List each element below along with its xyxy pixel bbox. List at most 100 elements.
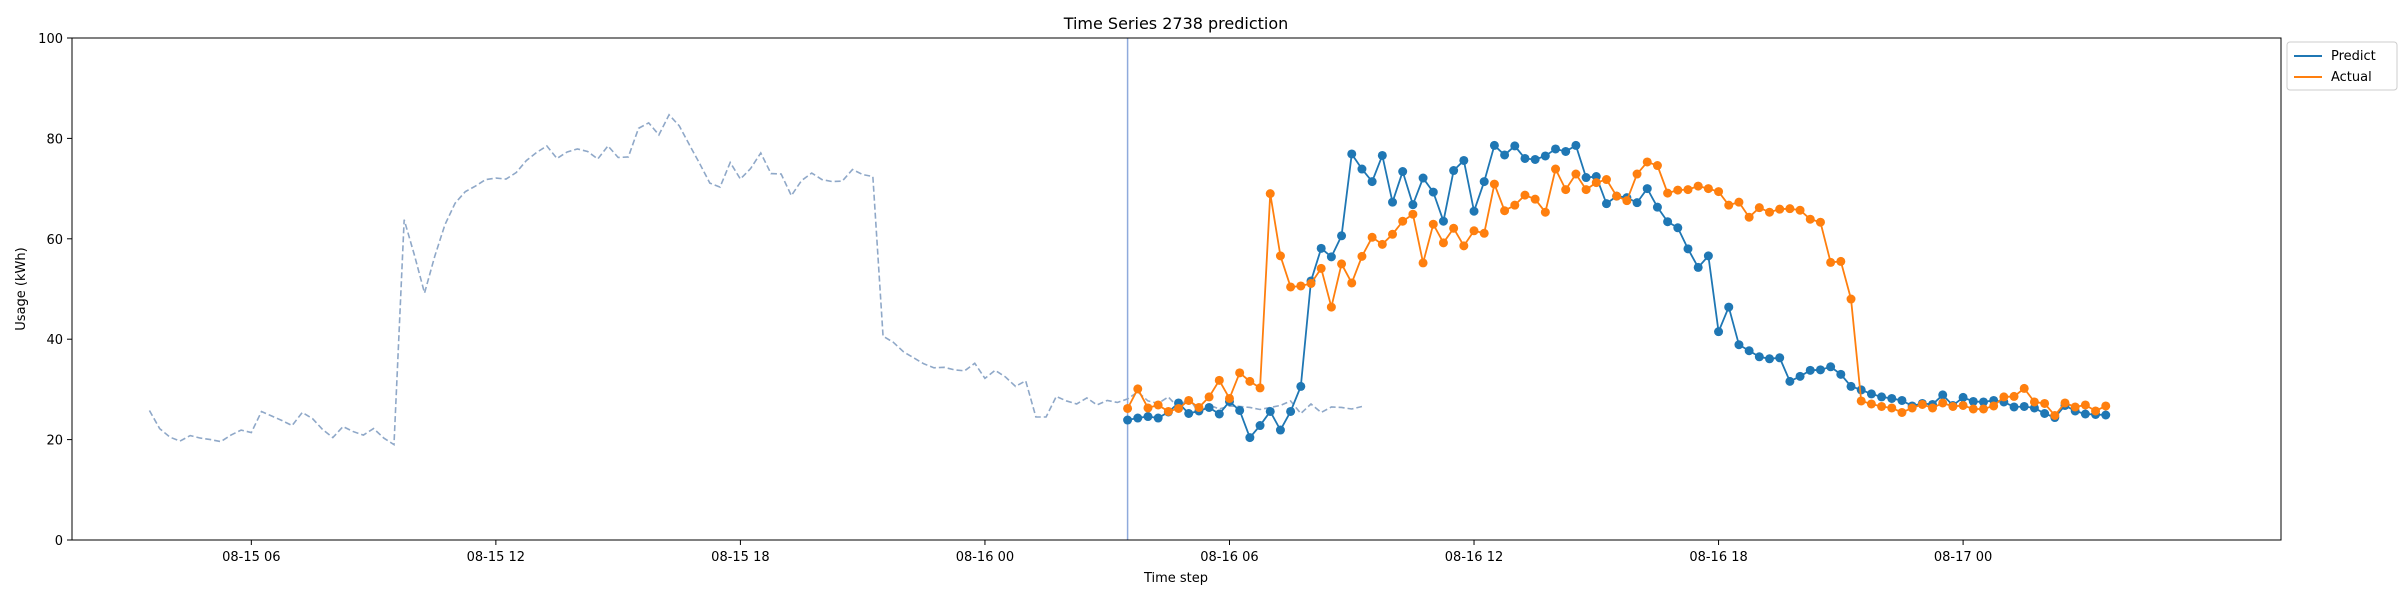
point-predict <box>1652 202 1662 212</box>
point-predict <box>1968 396 1978 406</box>
point-actual <box>1551 164 1561 174</box>
point-actual <box>1367 232 1377 242</box>
point-predict <box>1551 144 1561 154</box>
plot-frame <box>71 37 2282 541</box>
point-actual <box>1235 368 1245 378</box>
legend: Predict Actual <box>2286 41 2398 91</box>
point-predict <box>2019 401 2029 411</box>
point-actual <box>1388 229 1398 239</box>
point-actual <box>1286 282 1296 292</box>
point-actual <box>1734 197 1744 207</box>
series-layer <box>1123 140 2111 443</box>
point-actual <box>1989 401 1999 411</box>
point-actual <box>1571 169 1581 179</box>
point-predict <box>1887 393 1897 403</box>
point-actual <box>1938 398 1948 408</box>
point-predict <box>1765 354 1775 364</box>
point-actual <box>1765 207 1775 217</box>
point-predict <box>2080 409 2090 419</box>
point-predict <box>1826 362 1836 372</box>
point-actual <box>1245 376 1255 386</box>
point-actual <box>1897 407 1907 417</box>
x-axis-label: Time step <box>1143 571 1208 586</box>
point-predict <box>2009 402 2019 412</box>
point-predict <box>1530 154 1540 164</box>
point-predict <box>1754 352 1764 362</box>
point-actual <box>1398 216 1408 226</box>
point-predict <box>1775 353 1785 363</box>
point-predict <box>1520 153 1530 163</box>
point-predict <box>1785 376 1795 386</box>
point-actual <box>1143 403 1153 413</box>
point-actual <box>1815 217 1825 227</box>
legend-label-predict: Predict <box>2331 49 2376 64</box>
point-predict <box>1398 167 1408 177</box>
point-actual <box>1357 251 1367 261</box>
point-actual <box>1714 187 1724 197</box>
point-actual <box>1153 400 1163 410</box>
point-predict <box>1245 433 1255 443</box>
point-actual <box>1306 278 1316 288</box>
point-predict <box>1296 381 1306 391</box>
point-actual <box>1612 191 1622 201</box>
point-predict <box>1214 409 1224 419</box>
point-actual <box>1347 278 1357 288</box>
point-actual <box>1795 205 1805 215</box>
x-tick-label: 08-16 00 <box>956 550 1014 565</box>
point-predict <box>1265 406 1275 416</box>
point-actual <box>1255 383 1265 393</box>
point-actual <box>1846 294 1856 304</box>
x-tick-label: 08-15 18 <box>711 550 769 565</box>
point-predict <box>1571 140 1581 150</box>
point-actual <box>1530 194 1540 204</box>
series-actual <box>1123 157 2111 420</box>
point-actual <box>1163 406 1173 416</box>
point-actual <box>1500 206 1510 216</box>
point-predict <box>1683 244 1693 254</box>
point-actual <box>1775 204 1785 214</box>
point-actual <box>1877 401 1887 411</box>
point-predict <box>1815 365 1825 375</box>
point-predict <box>1377 150 1387 160</box>
axis-layer: 0 20 40 60 80 100 08-15 06 08-15 12 08-15 18 08-1… <box>38 32 1992 565</box>
y-tick-label: 40 <box>46 333 63 348</box>
point-actual <box>1377 239 1387 249</box>
point-actual <box>1184 395 1194 405</box>
point-predict <box>1235 405 1245 415</box>
point-predict <box>1469 206 1479 216</box>
point-actual <box>2050 411 2060 420</box>
point-actual <box>1204 392 1214 402</box>
point-predict <box>1123 415 1133 425</box>
point-actual <box>2101 401 2111 411</box>
point-predict <box>1326 252 1336 262</box>
point-predict <box>1897 395 1907 405</box>
point-predict <box>1703 251 1713 261</box>
point-predict <box>1418 173 1428 183</box>
point-actual <box>1408 209 1418 219</box>
x-tick-label: 08-15 12 <box>467 550 525 565</box>
point-predict <box>1724 302 1734 312</box>
history-line <box>148 113 1363 447</box>
point-predict <box>1978 397 1988 407</box>
point-predict <box>1601 199 1611 209</box>
point-actual <box>1805 214 1815 224</box>
point-actual <box>1449 223 1459 233</box>
point-actual <box>1337 259 1347 269</box>
point-actual <box>1632 169 1642 179</box>
point-actual <box>1887 403 1897 413</box>
point-actual <box>1479 228 1489 238</box>
point-actual <box>1418 258 1428 268</box>
point-actual <box>1133 384 1143 394</box>
history-layer <box>148 113 1363 447</box>
series-line-predict <box>1127 143 2106 440</box>
point-actual <box>2029 397 2039 407</box>
point-predict <box>1642 184 1652 194</box>
point-predict <box>1856 385 1866 395</box>
chart-title: Time Series 2738 prediction <box>1063 14 1289 33</box>
point-predict <box>1693 262 1703 272</box>
point-predict <box>1489 140 1499 150</box>
point-predict <box>1184 409 1194 418</box>
point-actual <box>1194 402 1204 412</box>
point-predict <box>1877 392 1887 402</box>
